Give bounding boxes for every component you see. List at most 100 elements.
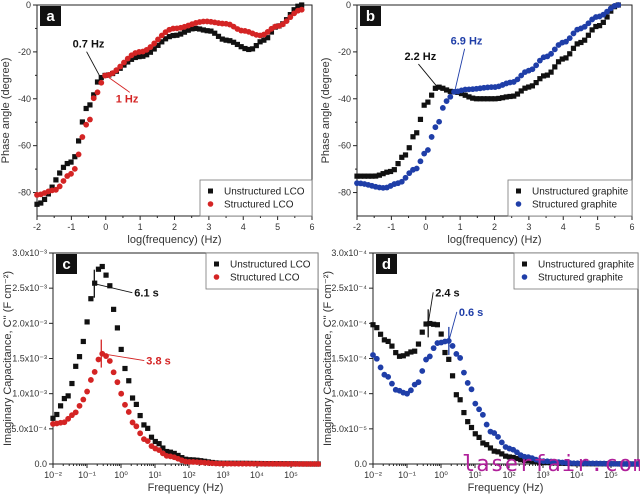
data-point [468,386,475,393]
data-point [68,170,74,177]
x-axis-title: log(frequency) (Hz) [127,234,221,246]
data-point [118,390,125,397]
data-point [174,32,180,38]
data-point [279,21,286,28]
data-point [402,152,409,158]
data-point [404,351,410,357]
data-point [38,200,44,206]
legend-entry: Structured graphite [538,273,623,284]
data-point [407,387,414,394]
x-tick-label: 10³ [536,470,549,480]
data-point [522,85,528,91]
annotation-label: 1 Hz [116,93,139,105]
data-point [604,14,610,20]
data-point [72,154,78,160]
data-point [472,431,478,437]
data-point [496,95,502,102]
data-point [548,69,554,75]
panel-d: 0.0 5.0x10⁻⁵ 1.0x10⁻⁴ 1.5x10⁻⁴ 2.0x10⁻⁴ 2.5x1… [322,248,640,494]
data-point [56,183,63,190]
data-point [537,76,543,82]
y-tick-label: -60 [18,141,31,151]
data-point [73,363,79,369]
data-point [406,170,413,177]
data-point [447,88,453,94]
x-tick-label: 10⁻¹ [398,470,416,480]
data-point [533,62,540,69]
data-point [84,388,90,395]
data-point [160,445,166,451]
data-point [541,73,547,79]
x-tick-label: 10⁴ [250,470,264,480]
data-point [166,34,172,40]
data-point [358,173,364,179]
panel-c: 0.0 5.0x10⁻⁴ 1.0x10⁻³ 1.5x10⁻³ 2.0x10⁻³ 2.5x1… [2,248,322,494]
annotation-leader [427,292,434,324]
data-point [406,145,412,151]
data-point [65,393,71,399]
data-point [84,319,90,325]
data-point [106,358,113,364]
data-point [144,438,151,445]
data-point [506,454,512,460]
data-point [434,322,441,328]
data-point [125,409,132,415]
data-point [122,365,128,372]
data-point [103,272,109,278]
data-point [156,447,162,454]
data-point [129,395,136,401]
data-point [404,390,410,397]
x-axis-title: log(frequency) (Hz) [447,234,541,246]
annotation-label: 6.1 s [134,288,158,300]
x-tick-label: 6 [309,222,314,232]
data-point [94,79,101,85]
data-point [181,29,188,35]
data-point [436,84,442,90]
data-point [159,39,165,45]
data-point [526,84,532,90]
legend-marker-circle [515,201,522,207]
data-point [413,165,420,172]
data-point [376,172,382,178]
data-point [219,36,225,42]
data-point [91,92,97,98]
y-tick-label: 5.0x10⁻⁵ [331,424,367,434]
data-point [164,448,170,455]
data-point [393,350,399,356]
y-axis-title: Phase angle (degree) [320,58,332,164]
data-point [439,105,446,111]
legend-entry: Unstructured graphite [538,260,635,271]
data-point [369,173,375,179]
data-point [431,321,437,327]
data-point [419,368,426,374]
x-tick-label: 1 [458,222,463,232]
data-point [426,353,433,360]
panel-label-box [360,6,381,26]
y-tick-label: 2.0x10⁻⁴ [331,318,367,328]
data-point [483,421,490,428]
annotation-leader [448,311,458,342]
data-point [570,30,577,37]
x-tick-label: 10⁵ [604,470,618,480]
x-tick-label: 10⁰ [434,470,448,480]
data-point [94,89,101,96]
y-tick-label: 3.0x10⁻⁴ [331,248,367,258]
data-point [315,461,322,467]
data-point [95,356,102,363]
data-point [472,400,479,407]
y-tick-label: 0 [346,0,351,10]
data-point [156,441,162,447]
data-point [421,102,427,108]
data-point [408,349,414,355]
data-point [83,121,90,128]
data-point [384,169,390,175]
x-tick-label: -2 [353,222,361,232]
data-point [425,99,431,105]
data-point [582,37,588,43]
data-point [283,18,290,25]
data-point [231,39,237,45]
data-point [387,168,394,175]
data-point [468,424,475,431]
data-point [563,38,569,45]
